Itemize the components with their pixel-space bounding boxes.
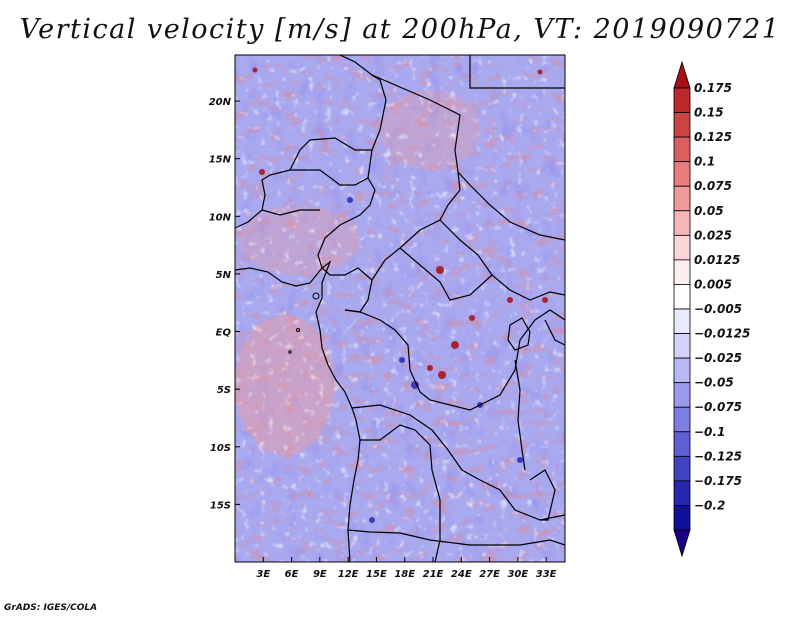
colorbar-label: 0.075 [694, 179, 732, 193]
lon-tick-label: 9E [313, 569, 327, 580]
colorbar-label: −0.05 [694, 376, 734, 390]
colorbar-label: −0.005 [694, 302, 742, 316]
colorbar-label: 0.175 [694, 81, 732, 95]
lat-tick-label: 5S [217, 385, 231, 396]
lon-tick-label: 27E [479, 569, 500, 580]
colorbar-segment [673, 284, 691, 310]
colorbar-segment [673, 431, 691, 457]
colorbar-segment [673, 259, 691, 285]
colorbar-segment [673, 455, 691, 482]
grads-credit: GrADS: IGES/COLA [4, 603, 98, 613]
velocity-field [235, 55, 565, 562]
longitude-axis: 3E 6E 9E 12E 15E 18E 21E 24E 27E 30E 33E [256, 557, 557, 580]
lon-tick-label: 21E [423, 569, 444, 580]
colorbar-label: −0.075 [694, 400, 742, 414]
colorbar-label: −0.2 [694, 498, 725, 512]
lon-tick-label: 24E [451, 569, 472, 580]
lat-tick-label: EQ [216, 328, 232, 339]
lat-tick-label: 15N [209, 155, 232, 166]
lon-tick-label: 30E [507, 569, 528, 580]
colorbar-label: −0.0125 [694, 327, 750, 341]
colorbar-segment [673, 234, 691, 261]
lon-tick-label: 3E [256, 569, 270, 580]
latitude-axis: 20N 15N 10N 5N EQ 5S 10S 15S [209, 97, 240, 511]
plot-title: Vertical velocity [m/s] at 200hPa, VT: 2… [19, 14, 781, 45]
colorbar-label: −0.125 [694, 449, 742, 463]
colorbar-segment [673, 210, 691, 236]
colorbar-label: 0.05 [694, 204, 724, 218]
country-borders [235, 55, 565, 562]
lat-tick-label: 10S [210, 443, 231, 454]
colorbar-label: 0.005 [694, 277, 732, 291]
colorbar-segment [673, 308, 691, 334]
colorbar-segment [673, 87, 691, 113]
islands [288, 292, 320, 354]
colorbar-label: 0.125 [694, 130, 732, 144]
colorbar-label: −0.025 [694, 351, 742, 365]
colorbar-min-arrow [673, 529, 691, 558]
colorbar-segment [673, 505, 691, 531]
colorbar-segment [673, 185, 691, 212]
lat-tick-label: 10N [209, 212, 232, 223]
colorbar-segment [673, 112, 691, 138]
map-frame [234, 54, 566, 563]
colorbar-segment [673, 333, 691, 359]
colorbar-segment [673, 161, 691, 187]
colorbar: 0.175 0.15 0.125 0.1 0.075 0.05 0.025 0.0125 0.0… [673, 60, 750, 558]
lon-tick-label: 6E [285, 569, 299, 580]
lat-tick-label: 5N [216, 270, 232, 281]
lat-tick-label: 20N [209, 97, 232, 108]
colorbar-segment [673, 480, 691, 506]
lat-tick-label: 15S [210, 500, 231, 511]
lon-tick-label: 15E [366, 569, 387, 580]
colorbar-label: 0.025 [694, 228, 732, 242]
colorbar-max-arrow [673, 60, 691, 89]
colorbar-label: 0.0125 [694, 253, 740, 267]
colorbar-segment [673, 136, 691, 163]
colorbar-segment [673, 357, 691, 384]
colorbar-label: 0.1 [694, 155, 715, 169]
colorbar-segment [673, 382, 691, 408]
colorbar-label: −0.1 [694, 425, 725, 439]
colorbar-label: 0.15 [694, 106, 724, 120]
lon-tick-label: 12E [338, 569, 359, 580]
lon-tick-label: 18E [394, 569, 415, 580]
colorbar-label: −0.175 [694, 474, 742, 488]
colorbar-segment [673, 406, 691, 433]
lon-tick-label: 33E [536, 569, 557, 580]
